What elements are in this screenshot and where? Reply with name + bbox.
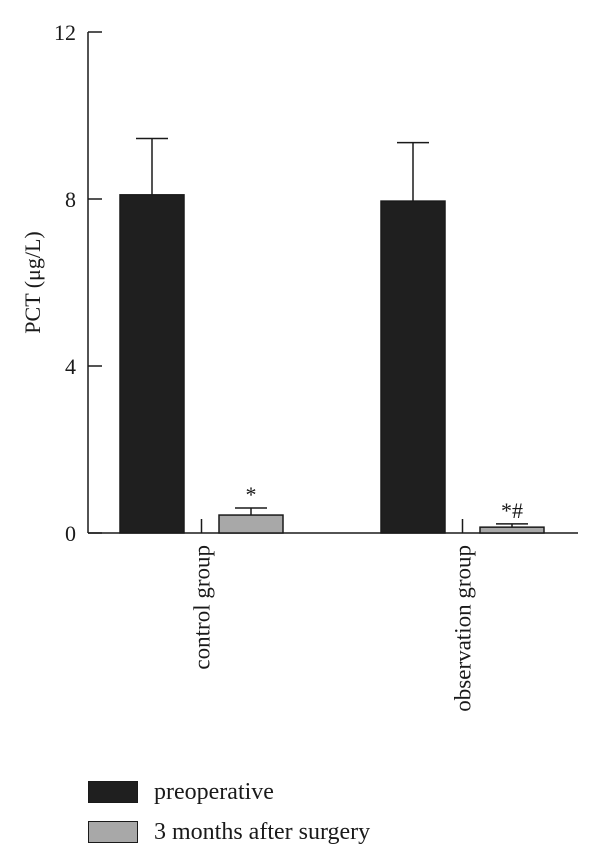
- legend-item-3-months-after-surgery: 3 months after surgery: [88, 812, 370, 852]
- y-tick-label: 8: [65, 187, 76, 212]
- bar-control-group-preoperative: [119, 194, 185, 534]
- y-tick-label: 4: [65, 354, 76, 379]
- bar-control-group-3-months-after-surgery: [218, 514, 284, 534]
- y-tick-label: 12: [54, 20, 76, 45]
- labels: control group observation group * *#: [190, 482, 524, 712]
- significance-annotation: *: [246, 482, 257, 507]
- y-axis: 0 4 8 12: [54, 20, 102, 546]
- y-tick-label: 0: [65, 521, 76, 546]
- x-tick-label-control-group: control group: [190, 545, 215, 670]
- significance-annotation: *#: [501, 498, 523, 523]
- legend-swatch-preoperative: [88, 781, 138, 803]
- legend-item-preoperative: preoperative: [88, 772, 370, 812]
- legend-label-preoperative: preoperative: [154, 778, 274, 805]
- legend-swatch-3-months-after-surgery: [88, 821, 138, 843]
- bar-observation-group-3-months-after-surgery: [479, 526, 545, 534]
- legend: preoperative 3 months after surgery: [88, 772, 370, 852]
- y-axis-title: PCT (μg/L): [20, 231, 45, 333]
- bars: [119, 137, 545, 534]
- legend-label-3-months-after-surgery: 3 months after surgery: [154, 818, 371, 845]
- x-tick-label-observation-group: observation group: [451, 545, 476, 712]
- bar-observation-group-preoperative: [380, 200, 446, 534]
